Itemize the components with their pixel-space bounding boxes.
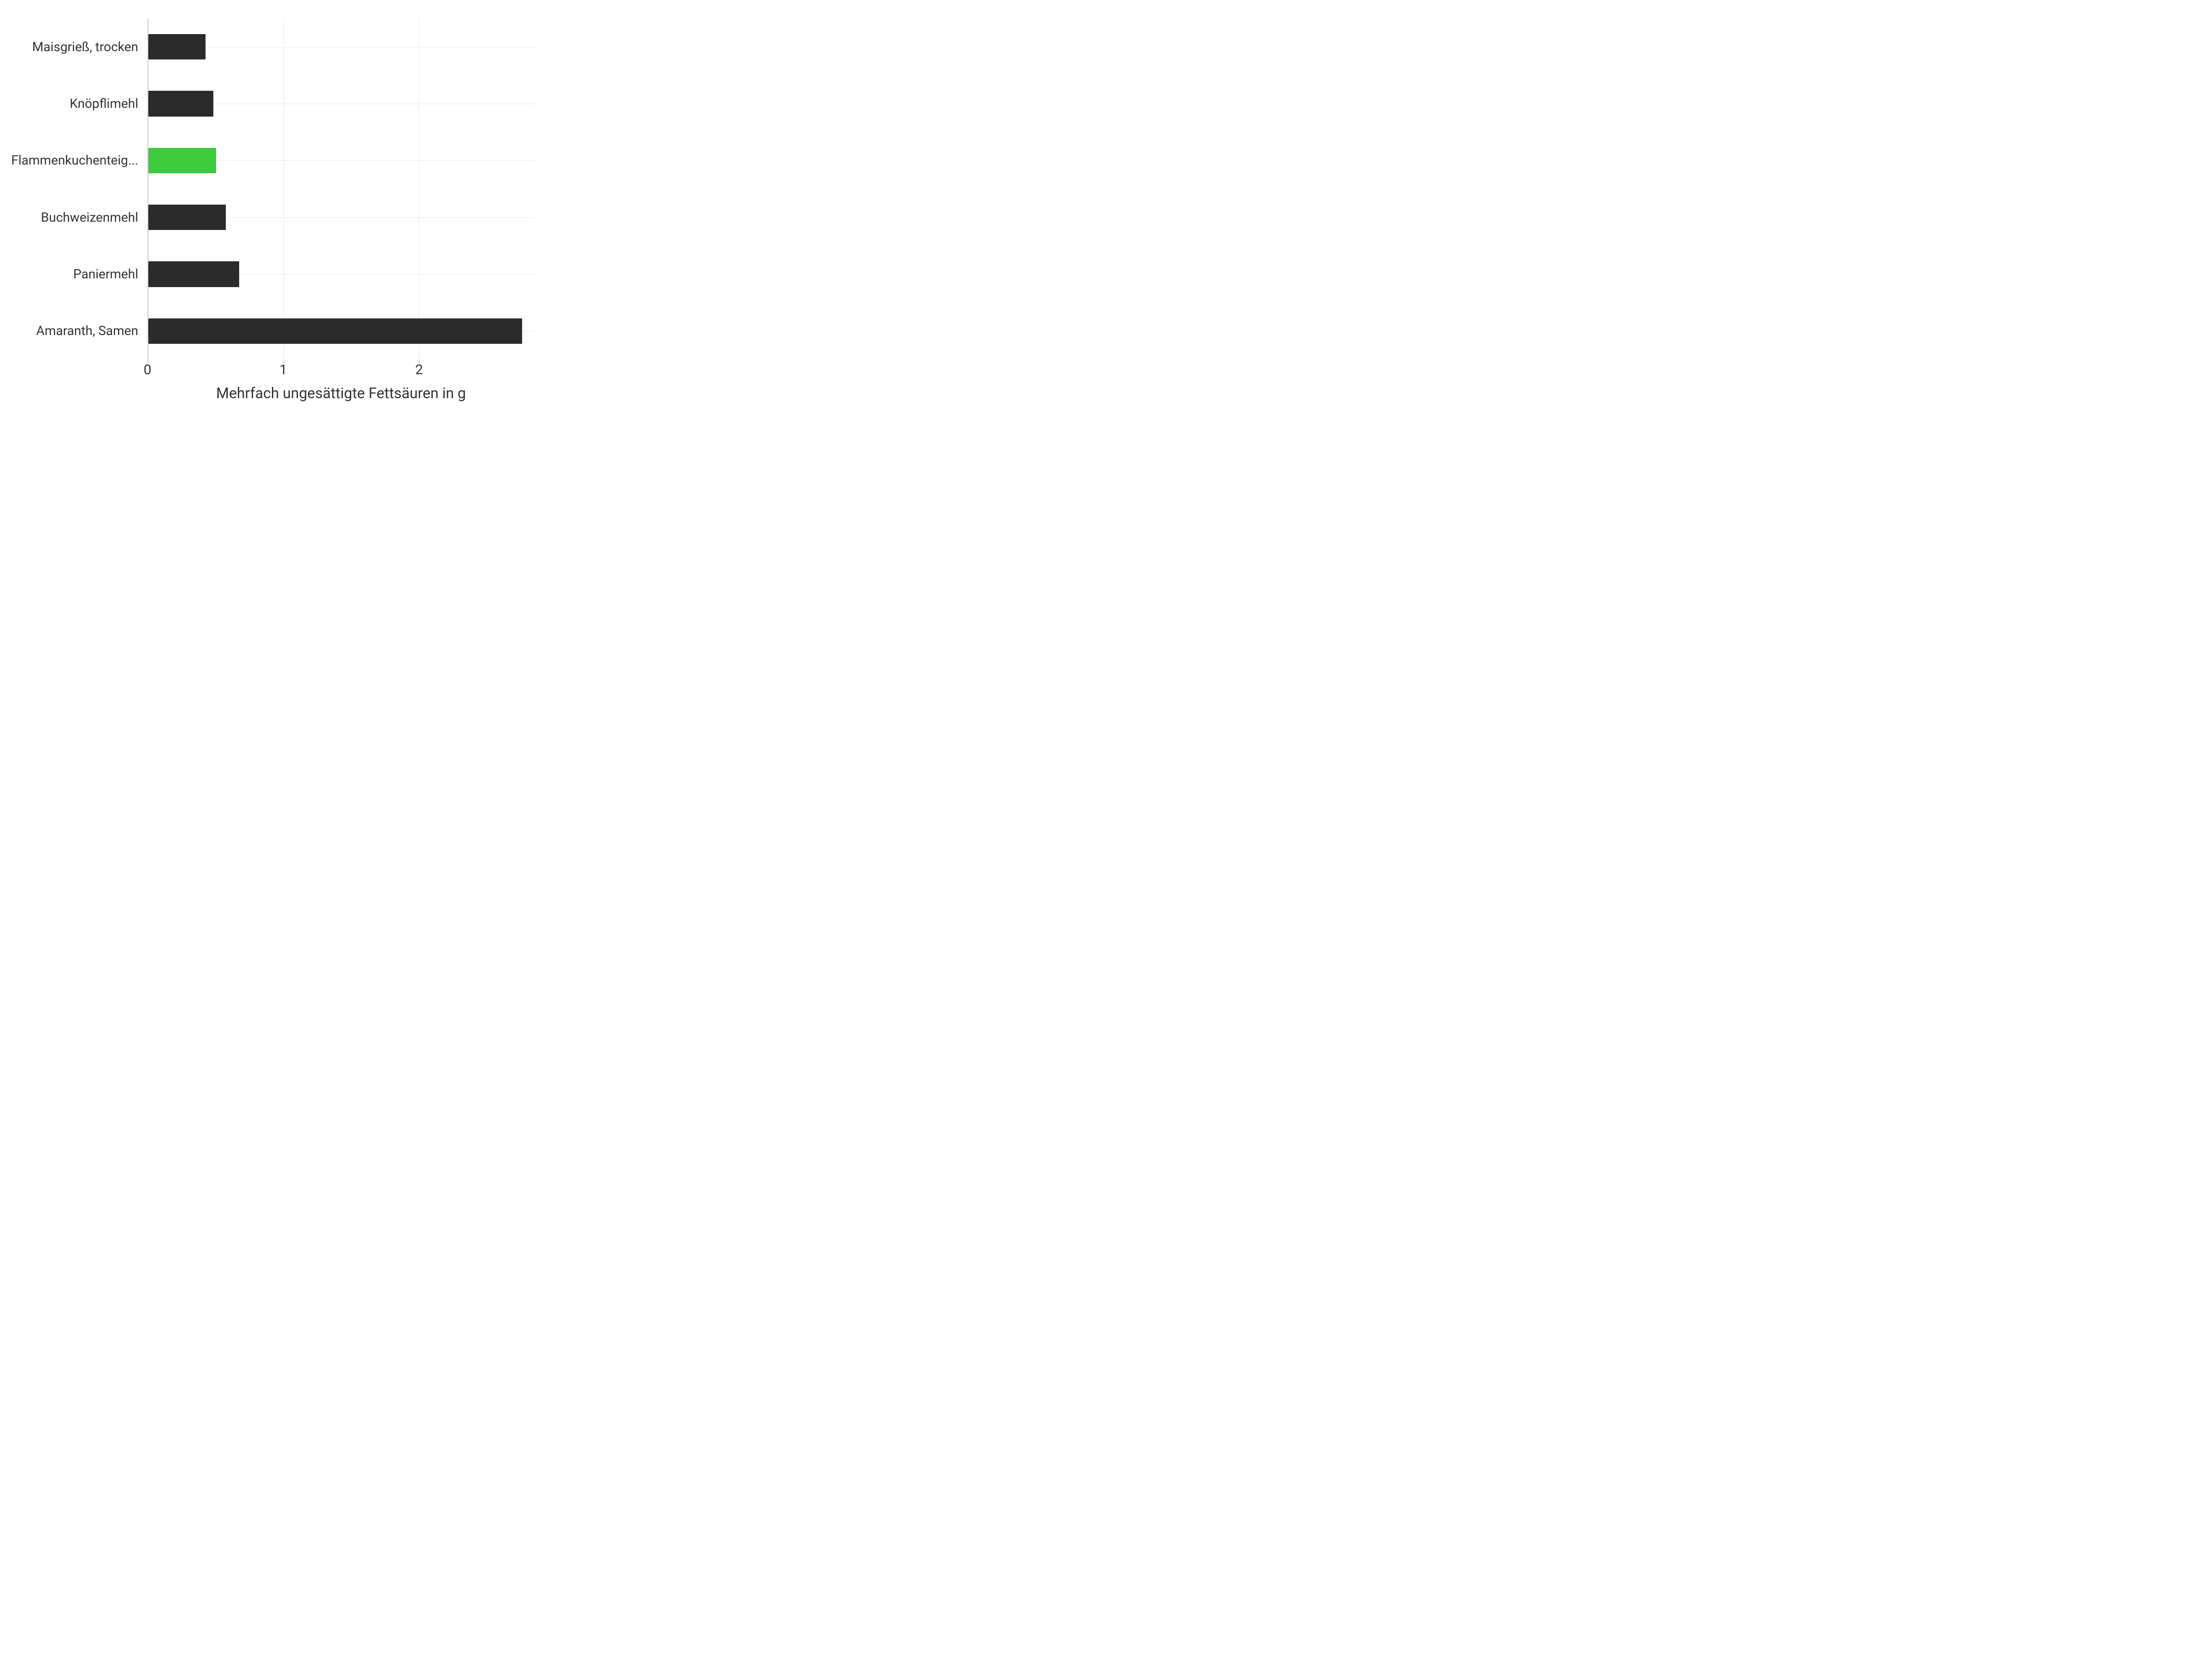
y-axis-line: [147, 18, 148, 359]
bar: [148, 34, 206, 60]
bar: [148, 148, 216, 174]
plot-area: [147, 18, 535, 359]
x-tick-label: 2: [415, 362, 423, 378]
y-category-label: Knöpflimehl: [9, 96, 138, 112]
x-tick-label: 1: [279, 362, 287, 378]
chart-container: Mehrfach ungesättigte Fettsäuren in g 0 1…: [0, 0, 553, 415]
y-category-label: Paniermehl: [9, 266, 138, 282]
bar: [148, 205, 226, 230]
bar: [148, 91, 213, 117]
y-category-label: Flammenkuchenteig...: [9, 153, 138, 169]
x-axis-title: Mehrfach ungesättigte Fettsäuren in g: [147, 384, 535, 402]
y-category-label: Amaranth, Samen: [9, 324, 138, 339]
y-category-label: Buchweizenmehl: [9, 210, 138, 225]
bar: [148, 261, 239, 287]
bar: [148, 318, 522, 344]
y-category-label: Maisgrieß, trocken: [9, 39, 138, 55]
x-tick-label: 0: [144, 362, 152, 378]
grid-line-vertical: [283, 18, 284, 359]
